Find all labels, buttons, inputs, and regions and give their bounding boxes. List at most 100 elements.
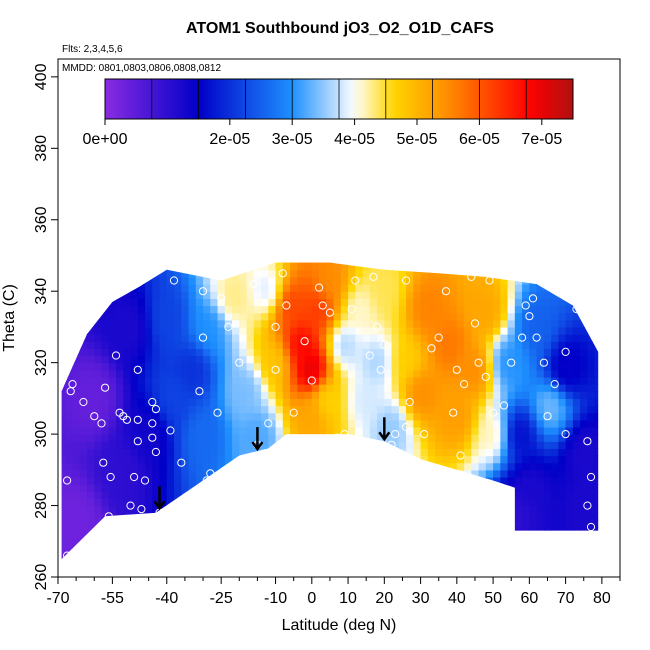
heatmap-cell (130, 412, 139, 421)
heatmap-cell (442, 563, 450, 571)
heatmap-cell (319, 548, 327, 557)
heatmap-cell (369, 405, 378, 414)
heatmap-cell (471, 426, 480, 435)
heatmap-cell (268, 434, 277, 442)
heatmap-cell (268, 491, 277, 499)
heatmap-cell (123, 291, 132, 299)
heatmap-cell (478, 519, 487, 528)
heatmap-cell (435, 441, 443, 449)
heatmap-cell (333, 484, 342, 492)
heatmap-cell (203, 491, 211, 499)
heatmap-cell (174, 441, 182, 449)
heatmap-cell (152, 526, 161, 535)
heatmap-cell (514, 441, 523, 449)
heatmap-cell (427, 462, 436, 471)
heatmap-cell (246, 441, 255, 449)
heatmap-cell (456, 555, 465, 560)
heatmap-cell (261, 276, 269, 285)
heatmap-cell (65, 312, 74, 321)
heatmap-cell (370, 248, 378, 256)
heatmap-cell (65, 291, 74, 299)
heatmap-cell (181, 505, 190, 514)
heatmap-cell (101, 384, 110, 392)
heatmap-cell (478, 412, 487, 421)
heatmap-cell (333, 412, 342, 421)
heatmap-cell (478, 505, 487, 514)
heatmap-cell (72, 541, 81, 550)
heatmap-cell (514, 419, 523, 428)
heatmap-cell (384, 262, 393, 271)
heatmap-cell (406, 541, 414, 550)
heatmap-cell (319, 412, 327, 421)
heatmap-cell (500, 469, 509, 478)
heatmap-cell (311, 348, 320, 357)
heatmap-cell (326, 376, 335, 385)
observation-point (474, 358, 483, 367)
heatmap-cell (594, 434, 599, 442)
heatmap-cell (362, 526, 371, 535)
heatmap-cell (442, 398, 451, 407)
heatmap-cell (602, 263, 610, 271)
heatmap-cell (572, 498, 581, 507)
heatmap-cell (87, 362, 95, 371)
heatmap-cell (116, 398, 124, 407)
observation-point (101, 383, 110, 392)
heatmap-cell (449, 376, 458, 385)
heatmap-cell (166, 434, 175, 442)
heatmap-cell (340, 319, 349, 328)
heatmap-cell (123, 405, 132, 414)
heatmap-cell (224, 262, 233, 271)
heatmap-cell (435, 391, 443, 399)
heatmap-cell (319, 262, 327, 271)
heatmap-cell (87, 476, 95, 485)
heatmap-cell (500, 526, 509, 535)
heatmap-cell (174, 262, 182, 264)
heatmap-cell (65, 512, 74, 521)
heatmap-cell (195, 419, 204, 428)
observation-point (206, 469, 215, 478)
heatmap-cell (210, 334, 219, 342)
heatmap-cell (602, 348, 610, 356)
heatmap-cell (87, 376, 95, 385)
heatmap-cell (427, 484, 436, 492)
heatmap-cell (413, 455, 422, 464)
heatmap-cell (602, 541, 610, 549)
heatmap-cell (594, 462, 599, 471)
heatmap-cell (319, 348, 327, 357)
heatmap-cell (297, 419, 306, 428)
heatmap-cell (406, 376, 414, 385)
heatmap-cell (420, 276, 429, 285)
heatmap-cell (130, 455, 139, 464)
heatmap-cell (362, 334, 371, 342)
heatmap-cell (210, 555, 219, 560)
heatmap-cell (471, 355, 480, 364)
heatmap-cell (188, 405, 197, 414)
heatmap-cell (572, 548, 581, 557)
heatmap-cell (551, 469, 559, 478)
heatmap-cell (602, 427, 610, 435)
y-tick-label: 360 (33, 206, 50, 233)
heatmap-cell (435, 434, 443, 442)
heatmap-cell (543, 548, 552, 557)
heatmap-cell (152, 312, 161, 321)
heatmap-cell (493, 305, 501, 314)
heatmap-cell (304, 498, 313, 507)
heatmap-cell (413, 384, 422, 392)
heatmap-cell (551, 462, 559, 471)
heatmap-cell (587, 426, 596, 435)
heatmap-cell (602, 556, 610, 564)
heatmap-cell (137, 541, 146, 550)
heatmap-cell (195, 441, 204, 449)
heatmap-cell (580, 269, 588, 278)
heatmap-cell (282, 276, 291, 285)
heatmap-cell (137, 391, 146, 399)
heatmap-cell (123, 248, 131, 256)
heatmap-cell (384, 512, 393, 521)
heatmap-cell (427, 419, 436, 428)
heatmap-cell (61, 341, 66, 349)
heatmap-cell (355, 326, 364, 335)
heatmap-cell (79, 498, 88, 507)
heatmap-cell (203, 448, 211, 457)
heatmap-cell (464, 334, 472, 342)
heatmap-cell (464, 326, 472, 335)
